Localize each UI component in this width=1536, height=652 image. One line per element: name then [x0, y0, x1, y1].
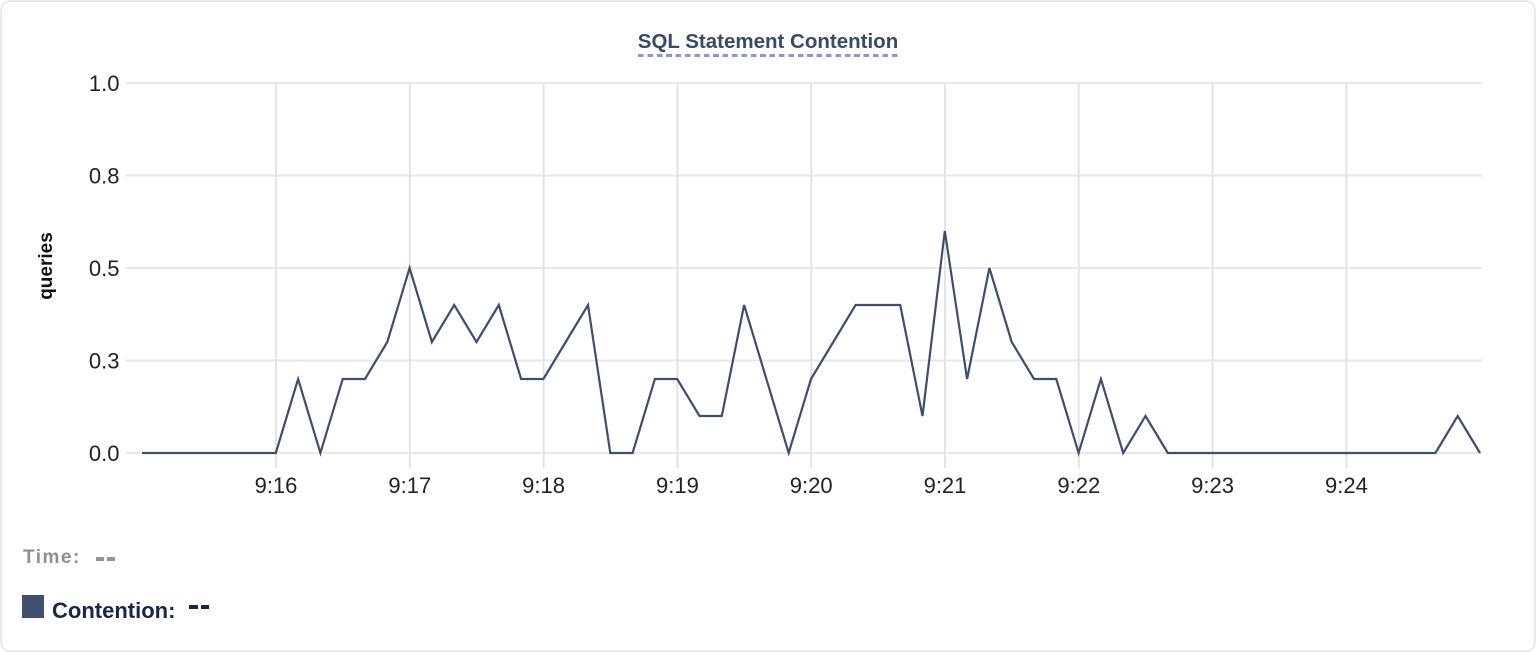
svg-text:9:21: 9:21: [924, 473, 967, 498]
svg-text:9:17: 9:17: [388, 473, 431, 498]
svg-text:9:16: 9:16: [255, 473, 298, 498]
svg-text:9:24: 9:24: [1325, 473, 1368, 498]
svg-text:0.5: 0.5: [89, 256, 120, 281]
svg-text:0.0: 0.0: [89, 441, 120, 466]
svg-text:1.0: 1.0: [89, 71, 120, 96]
svg-text:9:19: 9:19: [656, 473, 699, 498]
svg-text:9:18: 9:18: [522, 473, 565, 498]
svg-text:queries: queries: [36, 232, 57, 300]
svg-text:9:20: 9:20: [790, 473, 833, 498]
svg-text:0.3: 0.3: [89, 349, 120, 374]
svg-text:0.8: 0.8: [89, 164, 120, 189]
svg-text:9:22: 9:22: [1057, 473, 1100, 498]
svg-text:9:23: 9:23: [1191, 473, 1234, 498]
